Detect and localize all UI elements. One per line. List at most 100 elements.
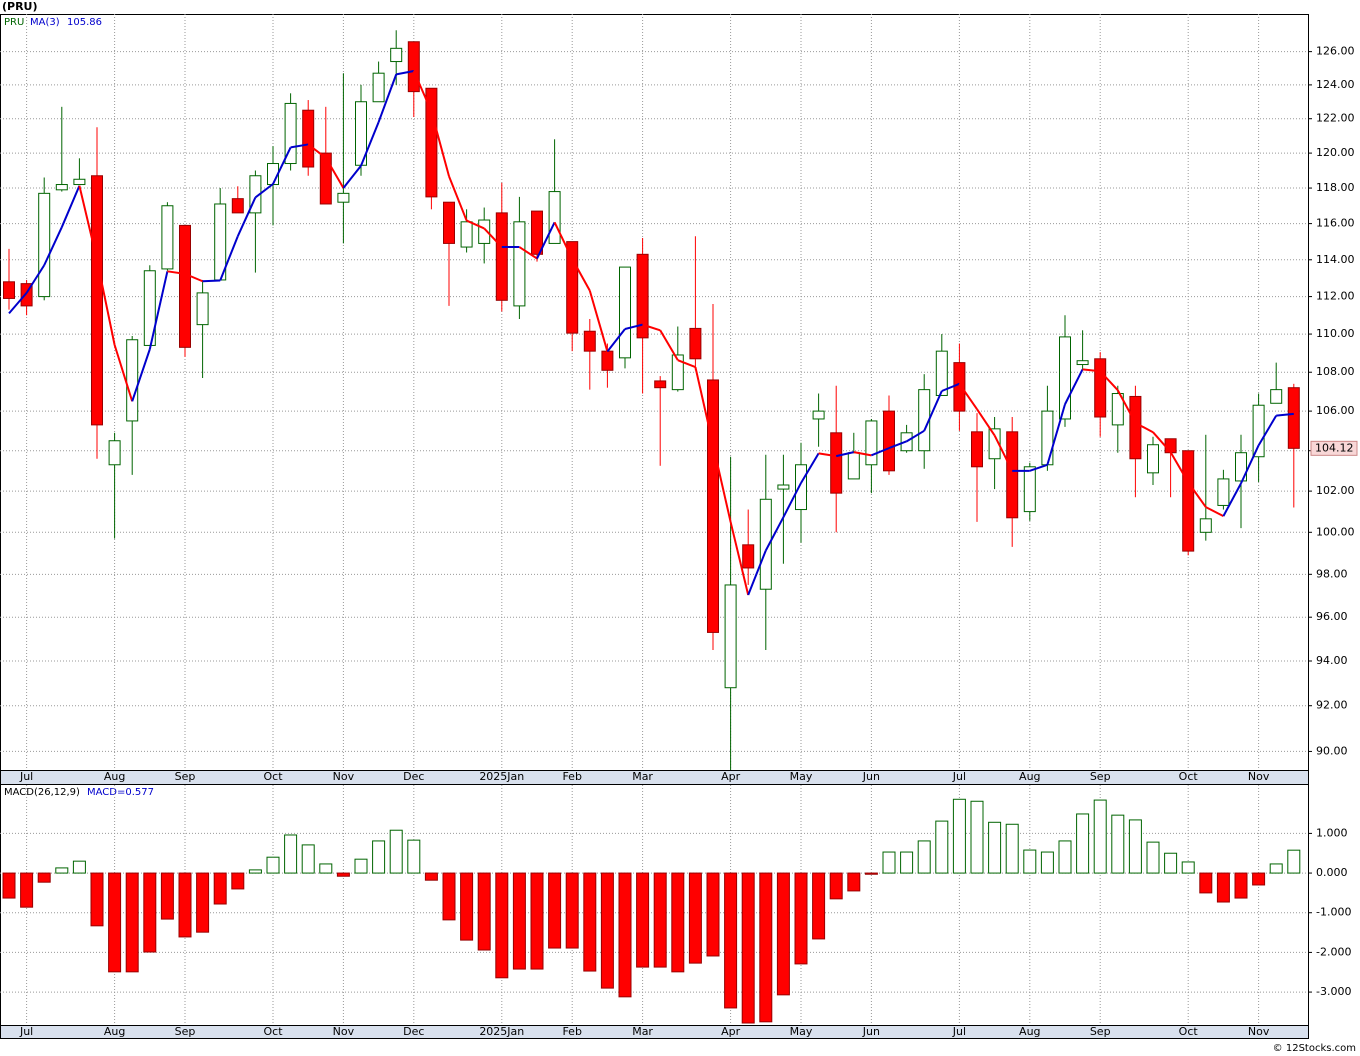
x-tick-label: Aug (1019, 770, 1040, 783)
y-tick-label: 94.00 (1316, 654, 1348, 667)
macd-bar (336, 872, 350, 877)
macd-bar (178, 872, 192, 938)
x-tick-label: Jul (952, 770, 966, 783)
candle-body (73, 178, 86, 186)
candle-body (407, 41, 420, 93)
macd-bar (970, 800, 984, 874)
ma-segment (448, 175, 468, 221)
candle-body (91, 175, 103, 426)
candle-body (847, 452, 860, 480)
macd-bar (284, 834, 298, 874)
ma-segment (483, 227, 503, 248)
macd-bar (389, 829, 403, 874)
ma-segment (43, 226, 63, 266)
y-tick-label: 118.00 (1316, 181, 1355, 194)
macd-bar (442, 872, 456, 921)
macd-bar (495, 872, 509, 979)
y-tick-label: 1.000 (1316, 826, 1348, 839)
macd-bar (618, 872, 632, 998)
y-tick-label: -1.000 (1316, 906, 1351, 919)
ma-segment (941, 382, 960, 392)
x-tick-label: Jul (19, 770, 33, 783)
candle-body (883, 410, 895, 472)
ma-segment (1029, 463, 1048, 472)
x-tick-label: Sep (175, 1025, 196, 1038)
ma-segment (236, 197, 257, 237)
ma-segment (25, 264, 46, 294)
ma-segment (747, 550, 767, 596)
macd-bar (900, 851, 914, 874)
ma-segment (764, 516, 785, 551)
ma-segment (993, 434, 1014, 472)
macd-caption: MACD=0.577 (87, 787, 154, 798)
macd-bar (1216, 872, 1230, 903)
macd-bar (1146, 841, 1160, 874)
candle-body (1076, 360, 1089, 366)
x-tick-label: Oct (1179, 770, 1199, 783)
macd-bar (794, 872, 808, 965)
ma-segment (1116, 389, 1137, 424)
candle-body (284, 102, 297, 165)
ma-segment (412, 70, 433, 112)
x-tick-label: Oct (263, 1025, 283, 1038)
ma-segment (782, 482, 802, 518)
macd-bar (20, 872, 34, 908)
macd-bar (196, 872, 210, 933)
macd-bar (548, 872, 562, 949)
candle-body (478, 219, 491, 244)
macd-bar (864, 872, 878, 875)
ma-segment (1134, 422, 1154, 434)
ma-segment (818, 452, 837, 458)
macd-bar (108, 872, 122, 973)
macd-bar (160, 872, 174, 920)
candle-body (372, 72, 385, 103)
x-tick-label: Mar (632, 1025, 653, 1038)
ma-segment (1222, 482, 1242, 517)
ma-segment (324, 157, 345, 189)
candle-body (830, 432, 843, 494)
candle-body (1041, 410, 1054, 466)
x-axis-strip (0, 770, 1309, 785)
ma-segment (553, 221, 574, 260)
macd-bar (1287, 849, 1301, 874)
macd-bar (1040, 851, 1054, 874)
x-tick-label: Nov (333, 1025, 355, 1038)
ma-segment (642, 323, 661, 332)
ma-segment (466, 219, 485, 230)
y-tick-label: 100.00 (1316, 525, 1355, 538)
ma-segment (184, 272, 203, 283)
chart-title: (PRU) (2, 0, 38, 13)
candle-body (196, 292, 209, 326)
macd-bar (354, 858, 368, 874)
ma-segment (729, 521, 750, 596)
candle-body (865, 420, 878, 466)
macd-bar (653, 872, 667, 968)
ma-segment (1205, 506, 1224, 518)
ma-segment (976, 408, 996, 436)
candle-body (777, 484, 790, 490)
candle-body (531, 210, 543, 255)
ma-segment (60, 185, 81, 228)
candle-body (971, 431, 983, 468)
ma-segment (1276, 412, 1294, 417)
macd-bar (812, 872, 826, 940)
ma-segment (677, 359, 696, 368)
candle-body (161, 205, 174, 270)
candle-body (671, 354, 684, 391)
macd-bar (512, 872, 526, 970)
x-tick-label: Nov (333, 770, 355, 783)
macd-bar (213, 872, 227, 905)
last-price-label: 104.12 (1315, 441, 1354, 454)
y-tick-label: 102.00 (1316, 484, 1355, 497)
macd-bar (143, 872, 157, 953)
macd-bar (1093, 799, 1107, 874)
ma-segment (1169, 451, 1190, 483)
macd-bar (724, 872, 738, 1009)
y-tick-label: 98.00 (1316, 567, 1348, 580)
ma-segment (113, 344, 134, 402)
macd-bar (847, 872, 861, 892)
x-tick-label: Oct (1179, 1025, 1199, 1038)
ma-segment (1082, 368, 1101, 373)
ma-segment (254, 183, 274, 199)
candle-body (302, 109, 315, 168)
